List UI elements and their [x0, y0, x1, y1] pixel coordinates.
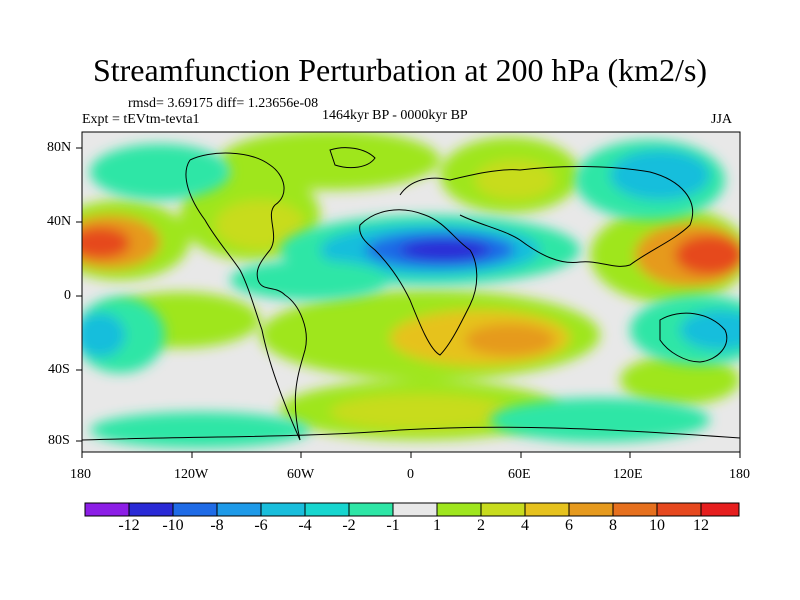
lat-tick-label: 40S — [48, 362, 70, 377]
axis-ticks — [76, 147, 741, 458]
colorbar-box — [612, 502, 658, 517]
colorbar-label: 6 — [565, 517, 573, 534]
colorbar-label: -2 — [342, 517, 356, 534]
colorbar-box — [128, 502, 174, 517]
colorbar-label: 1 — [433, 517, 441, 534]
colorbar-box — [348, 502, 394, 517]
coastline-antarctica — [82, 426, 740, 441]
colorbar-box — [392, 502, 438, 517]
experiment-label: Expt = tEVtm-tevta1 — [82, 112, 200, 127]
colorbar-label: -8 — [210, 517, 224, 534]
colorbar-label: 2 — [477, 517, 485, 534]
coastline-americas-west — [185, 159, 301, 441]
colorbar-box — [568, 502, 614, 517]
colorbar-label: -6 — [254, 517, 268, 534]
lon-tick-label: 180 — [70, 467, 91, 482]
colorbar-box — [656, 502, 702, 517]
lon-tick-label: 60E — [508, 467, 531, 482]
colorbar-label: -12 — [118, 517, 140, 534]
colorbar — [84, 502, 740, 517]
coastline-africa — [359, 209, 478, 356]
coastline-australia — [659, 312, 728, 363]
lat-tick-label: 80N — [47, 140, 72, 155]
lon-tick-label: 60W — [287, 467, 315, 482]
lon-tick-label: 0 — [407, 467, 414, 482]
lat-tick-label: 80S — [48, 433, 70, 448]
negative-region-arctic-pacific — [90, 144, 230, 200]
colorbar-box — [260, 502, 306, 517]
coastline-greenland — [329, 147, 376, 169]
coastline-eurasia — [399, 165, 694, 267]
lon-tick-label: 120W — [174, 467, 209, 482]
colorbar-label: -10 — [162, 517, 184, 534]
colorbar-box — [216, 502, 262, 517]
colorbar-box — [436, 502, 482, 517]
chart-title: Streamfunction Perturbation at 200 hPa (… — [92, 52, 708, 88]
colorbar-box — [524, 502, 570, 517]
colorbar-label: 8 — [609, 517, 617, 534]
negative-region-southern-ocean — [490, 398, 710, 442]
streamfunction-field — [82, 132, 740, 452]
lon-tick-label: 120E — [613, 467, 643, 482]
colorbar-label: 12 — [693, 517, 709, 534]
stats-text: rmsd= 3.69175 diff= 1.23656e-08 — [128, 96, 319, 111]
lat-tick-label: 40N — [47, 214, 72, 229]
colorbar-box — [84, 502, 130, 517]
colorbar-box — [172, 502, 218, 517]
colorbar-label: 10 — [649, 517, 665, 534]
colorbar-label: -4 — [298, 517, 312, 534]
lat-tick-label: 0 — [64, 288, 71, 303]
colorbar-box — [304, 502, 350, 517]
colorbar-label: 4 — [521, 517, 529, 534]
lon-tick-label: 180 — [729, 467, 750, 482]
colorbar-label: -1 — [386, 517, 400, 534]
coastline-americas-east — [189, 152, 307, 441]
period-label: 1464kyr BP - 0000kyr BP — [322, 108, 468, 123]
season-label: JJA — [711, 112, 733, 127]
coastlines — [82, 147, 740, 441]
colorbar-box — [700, 502, 740, 517]
colorbar-box — [480, 502, 526, 517]
